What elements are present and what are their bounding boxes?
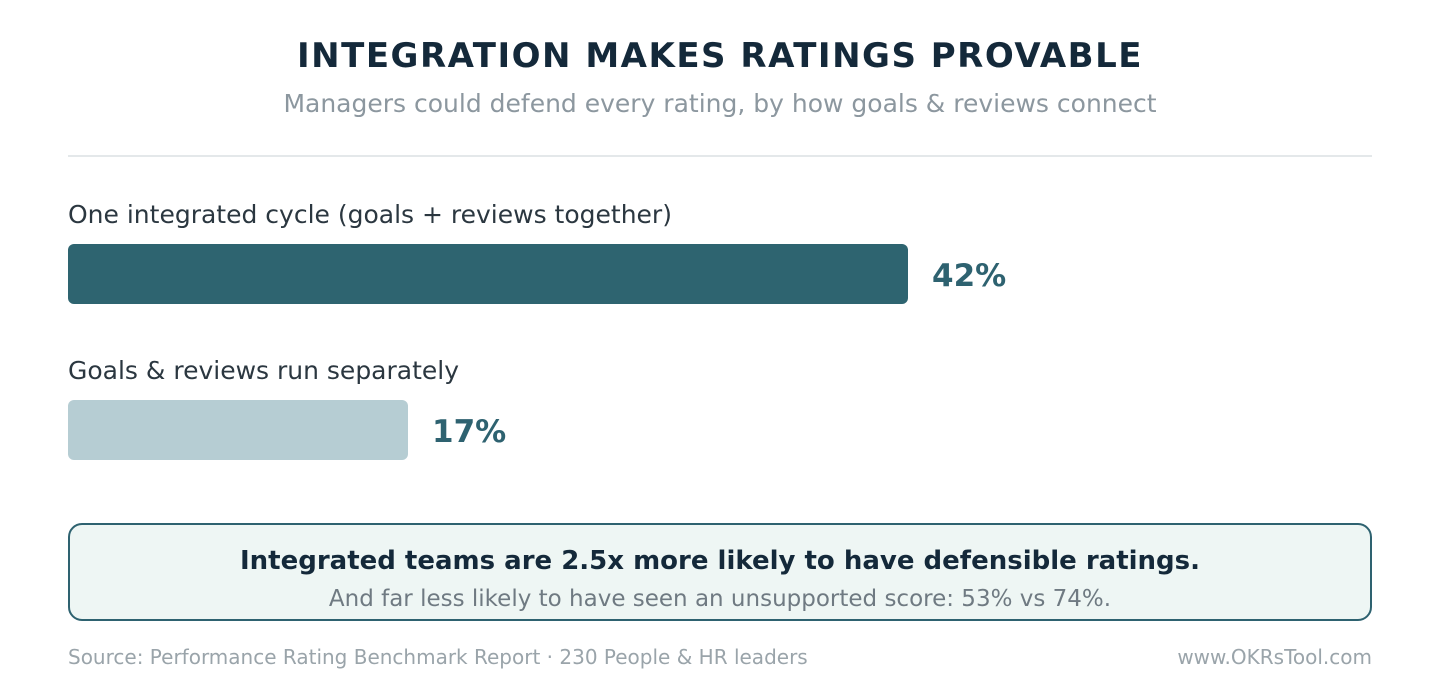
callout-detail: And far less likely to have seen an unsu… (328, 586, 1112, 612)
divider (68, 155, 1372, 157)
bar-label-integrated: One integrated cycle (goals + reviews to… (68, 200, 672, 229)
bar-separate (68, 400, 408, 460)
bar-integrated (68, 244, 908, 304)
callout-box: Integrated teams are 2.5x more likely to… (68, 523, 1372, 621)
bar-value-integrated: 42% (932, 258, 1007, 294)
bar-label-separate: Goals & reviews run separately (68, 356, 460, 385)
callout-headline: Integrated teams are 2.5x more likely to… (239, 546, 1201, 576)
chart-title: INTEGRATION MAKES RATINGS PROVABLE (297, 36, 1143, 76)
bar-value-separate: 17% (432, 414, 507, 450)
chart-subtitle: Managers could defend every rating, by h… (283, 89, 1157, 118)
source-note: Source: Performance Rating Benchmark Rep… (68, 645, 808, 669)
website-link[interactable]: www.OKRsTool.com (1177, 645, 1372, 669)
